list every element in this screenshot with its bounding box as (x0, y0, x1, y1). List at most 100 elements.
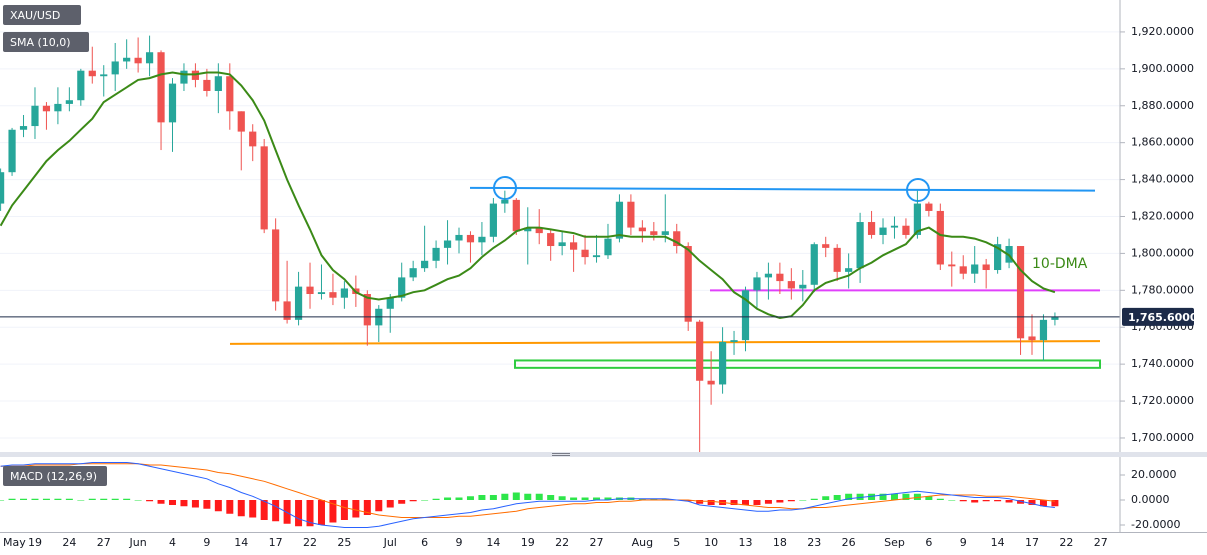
x-tick-label: Aug (632, 536, 653, 549)
macd-title: MACD (12,26,9) (10, 470, 97, 483)
candle-body (615, 201, 624, 239)
y-tick-label: 1,920.0000 (1131, 25, 1194, 38)
candle-body (845, 268, 853, 272)
candle-body (787, 281, 795, 289)
candle-body (478, 236, 486, 243)
candle-body (696, 321, 704, 381)
candle-body (741, 290, 750, 341)
histogram-bar (1005, 500, 1013, 503)
candle-body (684, 246, 692, 322)
histogram-bar (764, 500, 772, 504)
histogram-bar (157, 500, 165, 504)
histogram-bar (856, 493, 864, 500)
symbol: XAU/USD (10, 9, 60, 22)
candle-body (386, 297, 394, 309)
x-tick-label: Jul (383, 536, 397, 549)
candle-body (925, 203, 933, 211)
candle-body (214, 76, 222, 91)
x-tick-label: 22 (303, 536, 317, 549)
candle-body (902, 225, 910, 235)
indicator: SMA (10,0) (10, 36, 71, 49)
histogram-bar (558, 496, 566, 500)
x-tick-label: 13 (739, 536, 753, 549)
histogram-bar (638, 498, 646, 500)
x-tick-label: 19 (521, 536, 535, 549)
histogram-bar (444, 497, 452, 500)
y-tick-label: 1,900.0000 (1131, 62, 1194, 75)
candle-body (764, 273, 773, 278)
histogram-bar (100, 498, 108, 500)
last-price-label: 1,765.6000 (1128, 311, 1198, 324)
histogram-bar (180, 500, 188, 507)
histogram-bar (535, 493, 543, 500)
histogram-bar (890, 493, 898, 500)
y-tick-label: 0.0000 (1131, 493, 1170, 506)
last-price-badge (1122, 307, 1194, 326)
histogram-bar (237, 500, 245, 517)
histogram-bar (753, 500, 761, 505)
histogram-bar (8, 498, 16, 500)
histogram-bar (283, 500, 291, 524)
candle-body (466, 234, 475, 243)
candle-body (134, 57, 142, 64)
candle-body (329, 292, 337, 298)
candle-body (157, 52, 165, 123)
histogram-bar (146, 500, 154, 502)
signal-line (0, 463, 1055, 518)
histogram-bar (409, 500, 417, 502)
y-tick-label: -20.0000 (1131, 518, 1180, 531)
histogram-bar (203, 500, 211, 509)
indicator-badge[interactable] (3, 32, 89, 52)
histogram-bar (879, 493, 887, 500)
candle-body (283, 301, 291, 320)
macd-badge[interactable] (3, 466, 107, 486)
candle-body (306, 286, 314, 295)
pane-separator[interactable] (0, 452, 1207, 457)
candle-body (42, 105, 51, 112)
histogram-bar (88, 498, 96, 500)
histogram-bar (696, 500, 704, 504)
candle-body (432, 247, 440, 261)
support-zone (514, 359, 1101, 369)
histogram-bar (77, 500, 85, 501)
histogram-bar (54, 498, 62, 500)
candle-body (650, 231, 658, 235)
histogram-bar (111, 498, 119, 500)
histogram-bar (249, 500, 257, 518)
candle-body (971, 264, 979, 274)
x-tick-label: 24 (62, 536, 76, 549)
histogram-bar (42, 498, 50, 500)
histogram-bar (1051, 500, 1059, 507)
candle-body (100, 74, 108, 77)
histogram-bar (868, 493, 876, 500)
candle-body (535, 227, 543, 234)
candle-body (260, 146, 268, 230)
histogram-bar (421, 500, 429, 501)
symbol-badge[interactable] (3, 5, 81, 25)
candle-body (272, 229, 280, 302)
candle-body (982, 264, 990, 271)
x-tick-label: 26 (842, 536, 856, 549)
histogram-bar (570, 497, 578, 500)
histogram-bar (604, 497, 612, 500)
x-tick-label: 27 (1094, 536, 1108, 549)
candle-body (707, 380, 715, 385)
histogram-bar (547, 495, 555, 500)
highlight-circle (906, 178, 930, 202)
histogram-bar (707, 500, 715, 505)
candle-body (398, 277, 406, 298)
candle-body (570, 242, 578, 250)
candle-body (180, 70, 188, 84)
candle-body (65, 100, 73, 104)
x-tick-label: Sep (884, 536, 905, 549)
y-tick-label: 1,860.0000 (1131, 136, 1194, 149)
candle-body (203, 79, 211, 91)
candle-body (363, 294, 371, 326)
candle-body (409, 268, 417, 278)
candle-body (638, 227, 646, 232)
histogram-bar (650, 498, 658, 500)
histogram-bar (799, 500, 807, 501)
histogram-bar (936, 498, 944, 500)
x-tick-label: 5 (673, 536, 680, 549)
histogram-bar (501, 493, 509, 500)
